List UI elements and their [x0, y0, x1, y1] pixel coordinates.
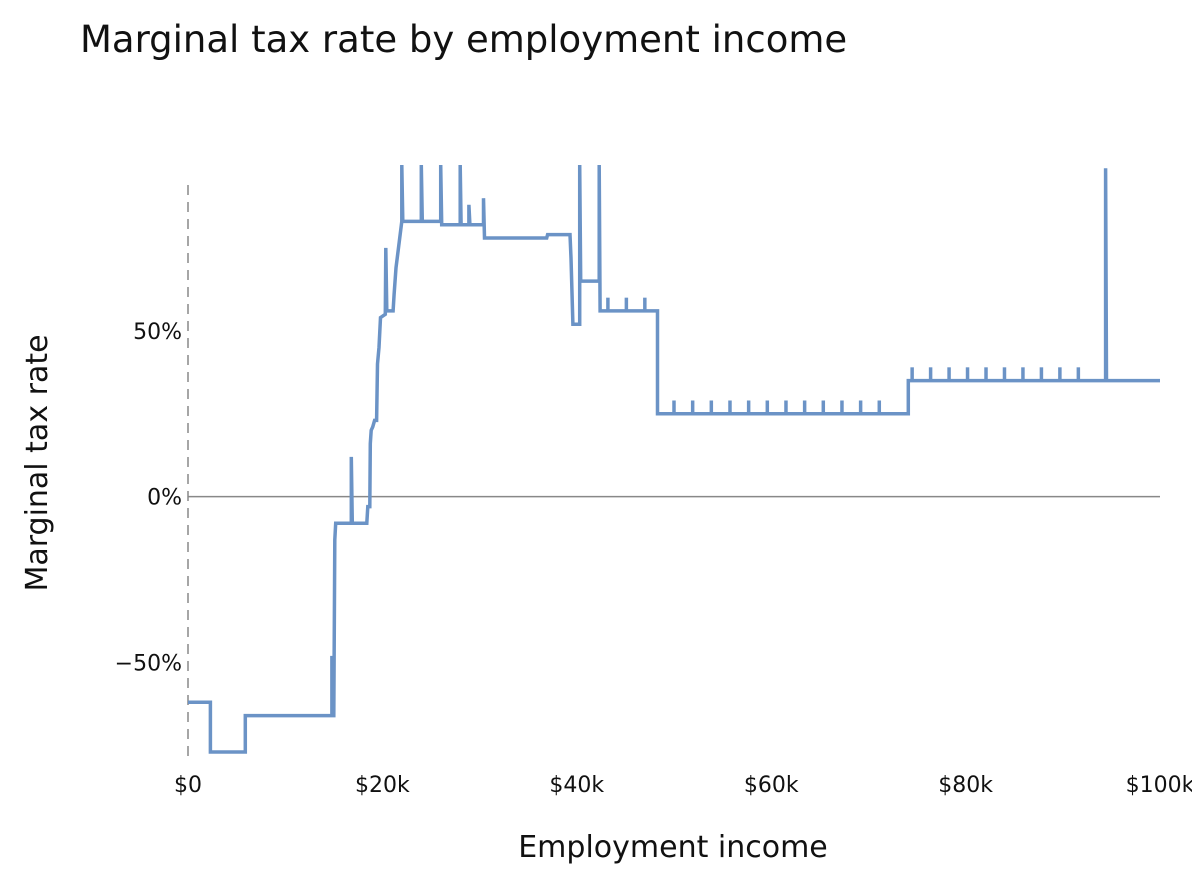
x-tick-label: $60k [744, 773, 799, 798]
y-axis-title: Marginal tax rate [20, 334, 55, 591]
x-tick-label: $40k [549, 773, 604, 798]
y-tick-label: −50% [115, 652, 182, 677]
chart-title: Marginal tax rate by employment income [80, 18, 848, 61]
labels-layer: Employment income Marginal tax rate 50% 0… [20, 320, 1192, 865]
x-tick-label: $100k [1126, 773, 1192, 798]
x-tick-label: $0 [174, 773, 202, 798]
x-tick-label: $20k [355, 773, 410, 798]
data-layer [188, 165, 1160, 754]
y-tick-label: 50% [133, 320, 182, 345]
x-tick-label: $80k [938, 773, 993, 798]
x-axis-title: Employment income [518, 830, 828, 865]
y-tick-label: 0% [147, 486, 182, 511]
series-line [188, 165, 1160, 754]
